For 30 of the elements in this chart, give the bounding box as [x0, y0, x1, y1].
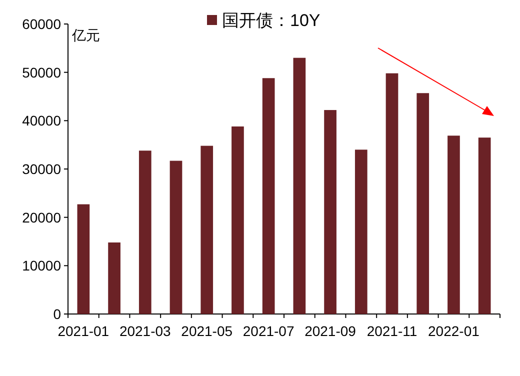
bar: [354, 150, 368, 314]
x-tick-label: 2021-01: [58, 323, 110, 339]
y-tick-label: 60000: [22, 16, 62, 32]
x-tick-label: 2021-09: [304, 323, 356, 339]
bar: [324, 110, 336, 314]
y-tick-label: 10000: [22, 258, 62, 274]
bar: [293, 58, 306, 314]
bar: [232, 126, 244, 314]
x-tick-label: 2021-03: [119, 323, 172, 339]
bar: [416, 93, 430, 314]
legend: 国开债：10Y: [207, 11, 320, 30]
y-tick-label: 40000: [22, 112, 62, 129]
x-tick-label: 2021-11: [366, 323, 418, 339]
bar: [386, 73, 398, 314]
bar: [170, 160, 182, 314]
y-tick-label: 30000: [22, 161, 62, 177]
x-tick-label: 2021-07: [242, 323, 294, 339]
x-tick-label: 2021-05: [181, 323, 233, 339]
y-tick-label: 20000: [22, 209, 62, 226]
bar: [108, 242, 120, 314]
x-tick-label: 2022-01: [428, 323, 480, 339]
y-tick-label: 0: [53, 306, 62, 322]
bar: [448, 136, 460, 314]
y-tick-label: 50000: [22, 64, 62, 80]
bar: [262, 78, 275, 314]
bar: [138, 150, 152, 314]
bar: [77, 204, 90, 314]
bar: [478, 138, 491, 314]
bar: [200, 146, 214, 314]
y-axis-title: 亿元: [71, 27, 100, 43]
